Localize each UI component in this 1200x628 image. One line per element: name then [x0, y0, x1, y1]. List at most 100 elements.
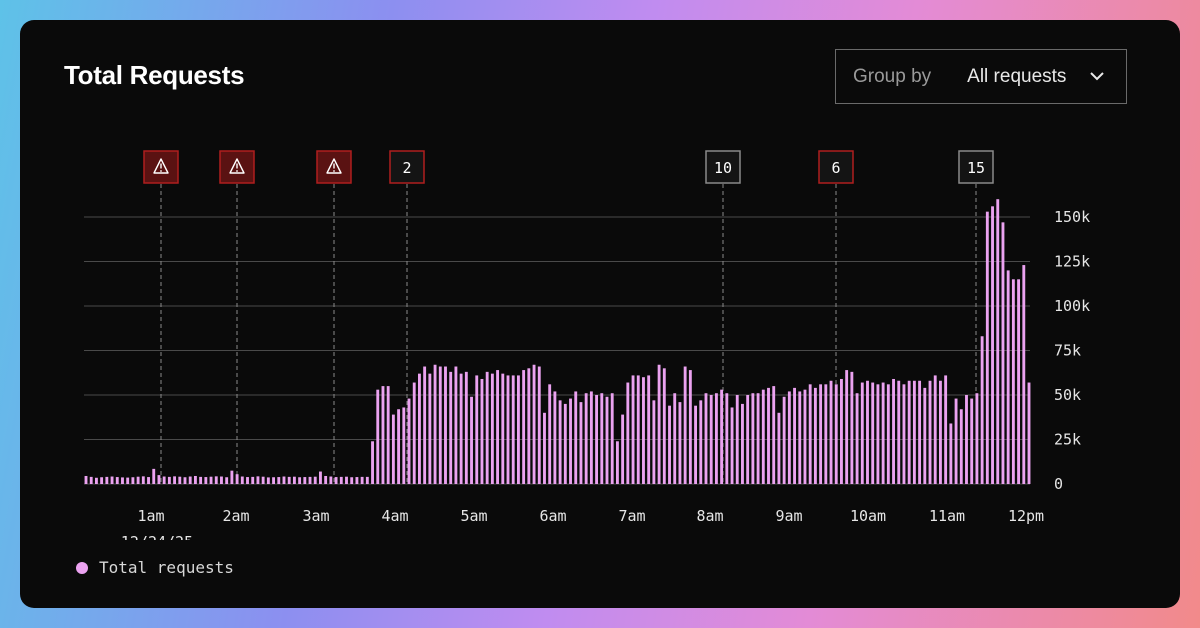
- bar[interactable]: [876, 384, 880, 484]
- bar[interactable]: [167, 476, 171, 484]
- bar[interactable]: [548, 384, 552, 484]
- bar[interactable]: [110, 476, 114, 484]
- bar[interactable]: [438, 366, 442, 484]
- bar[interactable]: [1027, 382, 1031, 484]
- bar[interactable]: [886, 384, 890, 484]
- bar[interactable]: [94, 477, 98, 484]
- bar[interactable]: [459, 373, 463, 484]
- bar[interactable]: [730, 407, 734, 484]
- group-by-select[interactable]: Group by All requests: [835, 49, 1127, 104]
- bar[interactable]: [975, 393, 979, 484]
- bar[interactable]: [751, 393, 755, 484]
- bar[interactable]: [131, 477, 135, 484]
- bar[interactable]: [339, 476, 343, 484]
- bar[interactable]: [991, 206, 994, 484]
- bar[interactable]: [496, 370, 500, 484]
- bar[interactable]: [313, 476, 317, 484]
- bar[interactable]: [475, 375, 479, 484]
- bar[interactable]: [147, 477, 150, 484]
- bar[interactable]: [662, 368, 666, 484]
- alert-marker[interactable]: 6: [818, 150, 854, 184]
- bar[interactable]: [126, 477, 130, 484]
- bar[interactable]: [516, 375, 520, 484]
- bar[interactable]: [381, 386, 385, 484]
- bar[interactable]: [746, 395, 750, 484]
- alert-marker[interactable]: [219, 150, 255, 184]
- bar[interactable]: [324, 475, 328, 484]
- bar[interactable]: [193, 475, 197, 484]
- bar[interactable]: [485, 371, 489, 484]
- bar[interactable]: [240, 476, 244, 484]
- bar[interactable]: [965, 395, 968, 484]
- bar[interactable]: [558, 400, 562, 484]
- bar[interactable]: [912, 380, 916, 484]
- bar[interactable]: [428, 373, 432, 484]
- bar[interactable]: [423, 366, 427, 484]
- bar[interactable]: [105, 476, 109, 484]
- bar[interactable]: [402, 407, 406, 484]
- bar[interactable]: [157, 475, 161, 484]
- bar[interactable]: [100, 477, 104, 484]
- bar[interactable]: [579, 402, 583, 484]
- bar[interactable]: [261, 476, 265, 484]
- bar[interactable]: [89, 476, 93, 484]
- bar[interactable]: [470, 396, 473, 484]
- bar[interactable]: [371, 441, 374, 484]
- bar[interactable]: [391, 414, 395, 484]
- bar[interactable]: [610, 393, 614, 484]
- bar[interactable]: [1011, 279, 1015, 484]
- bar[interactable]: [225, 477, 229, 484]
- bar[interactable]: [829, 380, 833, 484]
- bar[interactable]: [454, 366, 458, 484]
- bar[interactable]: [845, 370, 849, 484]
- bar[interactable]: [490, 373, 494, 484]
- bar[interactable]: [694, 405, 697, 484]
- bar[interactable]: [761, 389, 765, 484]
- bar[interactable]: [860, 382, 864, 484]
- bar[interactable]: [855, 393, 859, 484]
- bar[interactable]: [803, 389, 807, 484]
- bar[interactable]: [449, 371, 453, 484]
- bar[interactable]: [376, 389, 380, 484]
- bar[interactable]: [220, 476, 223, 484]
- bar[interactable]: [1001, 222, 1005, 484]
- bar[interactable]: [813, 387, 817, 484]
- bar[interactable]: [84, 475, 88, 484]
- bar[interactable]: [345, 476, 348, 484]
- bar[interactable]: [292, 476, 296, 484]
- bar[interactable]: [642, 377, 645, 484]
- bar[interactable]: [319, 471, 322, 484]
- bar[interactable]: [418, 373, 421, 484]
- bar[interactable]: [881, 382, 885, 484]
- bar[interactable]: [256, 476, 260, 484]
- bar[interactable]: [522, 370, 526, 484]
- bar[interactable]: [808, 384, 812, 484]
- bar[interactable]: [360, 476, 364, 484]
- bar[interactable]: [767, 387, 770, 484]
- bar[interactable]: [235, 474, 239, 484]
- bar[interactable]: [589, 391, 593, 484]
- bar[interactable]: [183, 477, 187, 484]
- bar[interactable]: [699, 400, 703, 484]
- bar[interactable]: [121, 477, 124, 484]
- bar[interactable]: [600, 393, 604, 484]
- alert-marker[interactable]: [316, 150, 352, 184]
- bar[interactable]: [892, 378, 895, 484]
- bar[interactable]: [329, 476, 333, 484]
- bar[interactable]: [907, 380, 911, 484]
- bar[interactable]: [298, 477, 302, 484]
- bar[interactable]: [840, 378, 843, 484]
- bar[interactable]: [949, 423, 953, 484]
- bar[interactable]: [631, 375, 635, 484]
- bar[interactable]: [923, 387, 927, 484]
- bar[interactable]: [933, 375, 937, 484]
- bar[interactable]: [850, 371, 854, 484]
- bar[interactable]: [412, 382, 416, 484]
- bar[interactable]: [928, 380, 932, 484]
- bar[interactable]: [647, 375, 651, 484]
- alert-marker[interactable]: [143, 150, 179, 184]
- bar[interactable]: [397, 409, 401, 484]
- bar[interactable]: [501, 373, 505, 484]
- bar[interactable]: [1017, 279, 1021, 484]
- bar[interactable]: [407, 398, 411, 484]
